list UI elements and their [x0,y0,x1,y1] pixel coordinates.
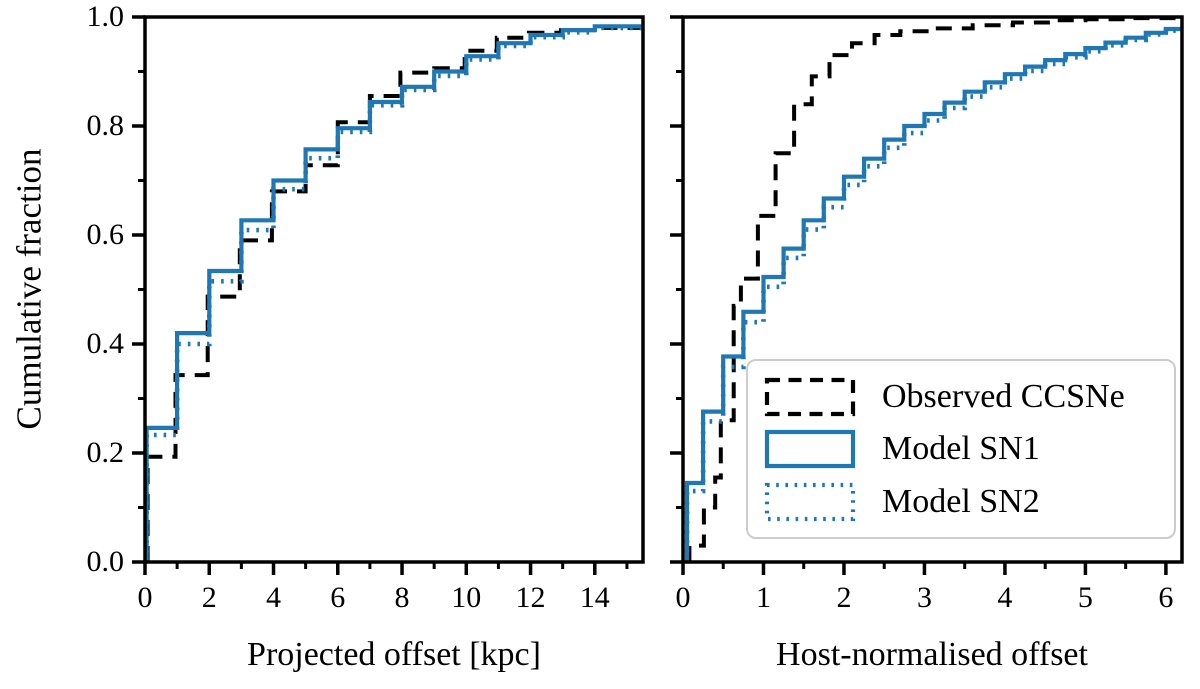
axes-frame-left [143,15,645,564]
legend-box: Observed CCSNe Model SN1 Model SN2 [746,359,1176,539]
x-tick-label: 10 [451,581,482,614]
legend-entry-model-sn2: Model SN2 [764,481,1158,523]
legend-label: Observed CCSNe [882,377,1125,415]
x-tick-label: 4 [266,581,282,614]
curve-left-model-sn1 [144,24,643,562]
x-tick-label: 6 [1158,581,1174,614]
panel-right [670,15,1184,575]
x-tick-label: 2 [201,581,217,614]
x-tick-label: 1 [755,581,771,614]
x-tick-label: 12 [515,581,546,614]
x-tick-label: 14 [579,581,610,614]
y-tick-label: 0.4 [86,327,125,360]
y-tick-label: 0.6 [86,218,125,251]
legend-swatch-solid-icon [764,429,856,469]
curve-right-model-sn2 [684,28,1182,562]
legend-swatch-dotted-icon [764,482,856,521]
y-axis-title: Cumulative fraction [9,148,49,430]
panel-left [132,15,645,575]
x-tick-label: 8 [394,581,410,614]
y-tick-label: 0.2 [86,436,125,469]
x-tick-label: 0 [675,581,691,614]
x-tick-label: 2 [836,581,852,614]
legend-label: Model SN2 [882,482,1040,520]
y-tick-label: 1.0 [86,0,125,33]
x-tick-label: 0 [137,581,153,614]
y-tick-label: 0.8 [86,109,125,142]
x-axis-title-left: Projected offset [kpc] [247,636,541,673]
x-tick-label: 5 [1077,581,1093,614]
x-tick-label: 6 [330,581,346,614]
y-tick-label: 0.0 [86,545,125,578]
x-tick-label: 4 [997,581,1013,614]
curve-right-observed-ccsne [687,16,1182,562]
legend-label: Model SN1 [882,430,1040,467]
curve-left-observed-ccsne [145,25,643,562]
legend-swatch-dashed-icon [764,377,856,416]
x-tick-label: 3 [916,581,932,614]
legend-entry-model-sn1: Model SN1 [764,428,1158,470]
x-axis-title-right: Host-normalised offset [776,636,1088,673]
legend-entry-observed-ccsne: Observed CCSNe [764,376,1158,418]
